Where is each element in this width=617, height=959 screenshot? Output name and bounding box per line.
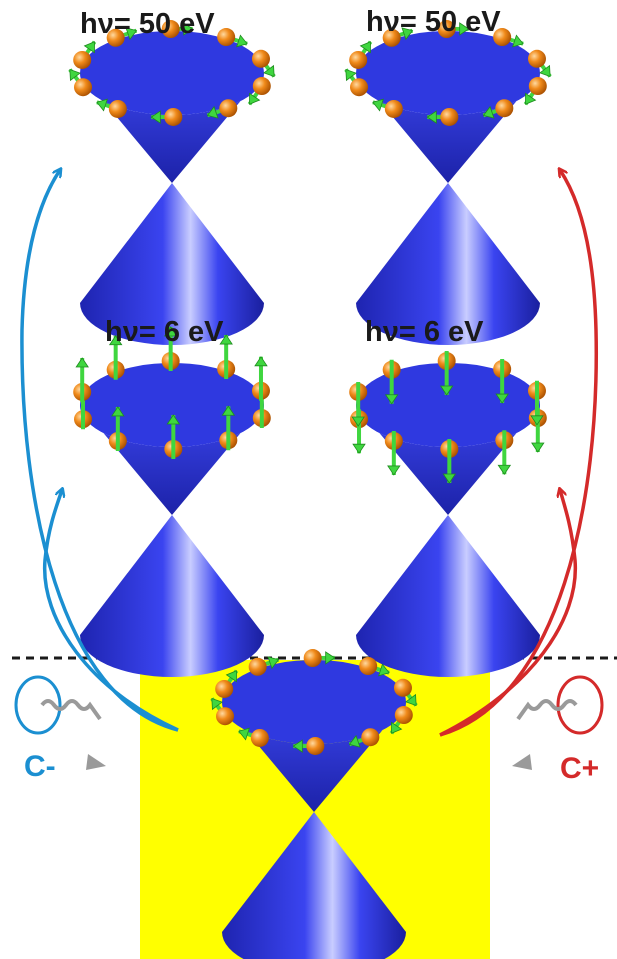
dirac-cone-cplus-50 xyxy=(344,20,552,345)
electron-sphere-icon xyxy=(217,28,236,47)
circular-polarization-icon xyxy=(14,675,106,770)
electron-sphere-icon xyxy=(73,50,92,69)
electron-sphere-icon xyxy=(250,728,269,747)
electron-sphere-icon xyxy=(359,657,378,676)
electron-sphere-icon xyxy=(306,736,325,755)
electron-sphere-icon xyxy=(528,77,547,96)
electron-sphere-icon xyxy=(382,28,401,47)
polarization-label-cminus: C- xyxy=(24,750,56,783)
lower-cone xyxy=(356,515,540,677)
upper-cone-top xyxy=(356,363,540,447)
electron-sphere-icon xyxy=(108,99,127,118)
transition-arrow-cplus-to-6ev xyxy=(439,490,578,737)
spin-arrow-icon xyxy=(530,380,544,426)
electron-sphere-icon xyxy=(161,20,180,39)
energy-label-cminus-6: hν= 6 eV xyxy=(105,316,224,348)
upper-cone xyxy=(222,702,406,812)
spin-arrow-icon xyxy=(351,381,365,427)
spin-arrow-icon xyxy=(166,414,181,459)
spin-arrow-icon xyxy=(75,357,89,402)
circular-polarization-icon xyxy=(512,675,604,770)
electron-sphere-icon xyxy=(248,657,267,676)
electron-sphere-icon xyxy=(394,706,413,725)
electron-sphere-icon xyxy=(495,99,514,118)
spin-arrow-icon xyxy=(108,335,123,380)
lower-cone xyxy=(80,183,264,345)
spin-arrow-icon xyxy=(163,326,178,372)
spin-arrow-icon xyxy=(111,406,125,451)
lower-cone xyxy=(80,515,264,677)
spin-arrow-icon xyxy=(387,430,401,476)
electron-sphere-icon xyxy=(440,107,459,126)
upper-cone xyxy=(80,73,264,183)
upper-cone xyxy=(356,73,540,183)
electron-sphere-icon xyxy=(527,49,546,68)
electron-sphere-icon xyxy=(349,50,368,69)
electron-sphere-icon xyxy=(106,28,125,47)
electron-sphere-icon xyxy=(252,77,271,96)
upper-cone-top xyxy=(356,31,540,115)
energy-label-cminus-50: hν= 50 eV xyxy=(80,8,215,40)
electron-sphere-icon xyxy=(493,28,512,47)
upper-cone-top xyxy=(80,363,264,447)
electron-sphere-icon xyxy=(74,78,93,97)
electron-sphere-icon xyxy=(219,99,238,118)
electron-sphere-icon xyxy=(216,707,235,726)
energy-label-cplus-50: hν= 50 eV xyxy=(366,6,501,38)
lower-cone xyxy=(222,812,406,959)
electron-sphere-icon xyxy=(164,107,183,126)
upper-cone-top xyxy=(80,31,264,115)
energy-label-cplus-6: hν= 6 eV xyxy=(365,316,484,348)
transition-arrow-cplus-to-50ev xyxy=(439,170,599,737)
spin-arrow-icon xyxy=(221,405,236,451)
upper-cone-top xyxy=(222,660,406,744)
spin-arrow-icon xyxy=(495,359,509,404)
spin-arrow-icon xyxy=(219,334,233,380)
spin-arrow-icon xyxy=(254,356,268,401)
electron-sphere-icon xyxy=(303,649,322,668)
spin-arrow-icon xyxy=(384,359,399,405)
electron-sphere-icon xyxy=(215,679,234,698)
lower-cone xyxy=(356,183,540,345)
dirac-cone-ground xyxy=(210,649,418,959)
spin-arrow-icon xyxy=(497,430,512,475)
electron-sphere-icon xyxy=(361,728,380,747)
spin-arrow-icon xyxy=(439,351,454,396)
dirac-cone-cminus-6 xyxy=(73,326,271,677)
transition-arrow-cminus-to-50ev xyxy=(20,170,179,732)
electron-sphere-icon xyxy=(437,20,456,39)
dirac-cone-cminus-50 xyxy=(68,20,276,345)
dirac-cone-cplus-6 xyxy=(349,351,547,677)
upper-cone xyxy=(80,405,264,515)
transition-arrow-cminus-to-6ev xyxy=(42,490,179,732)
electron-sphere-icon xyxy=(350,78,369,97)
electron-sphere-icon xyxy=(384,99,403,118)
spin-arrow-icon xyxy=(442,438,457,484)
electron-sphere-icon xyxy=(393,678,412,697)
electron-sphere-icon xyxy=(251,49,270,68)
polarization-label-cplus: C+ xyxy=(560,752,600,785)
